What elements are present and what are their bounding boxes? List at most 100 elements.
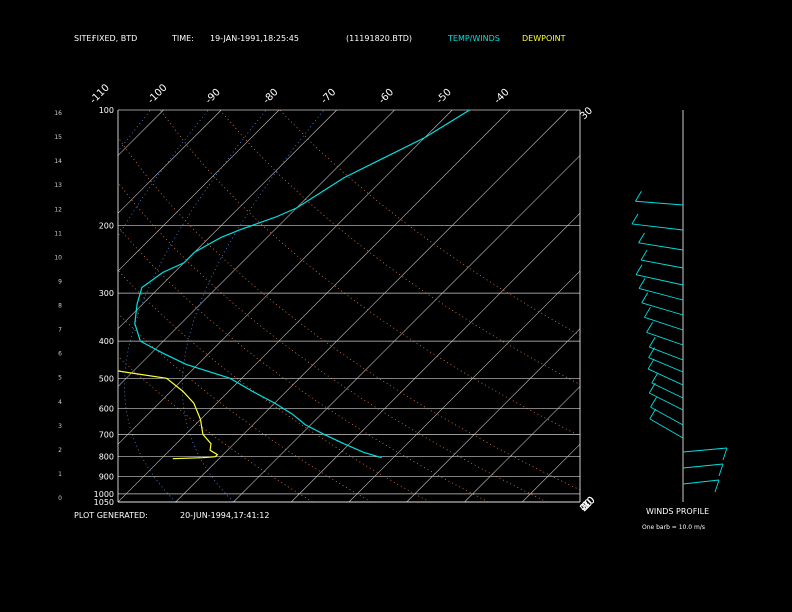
isotherm-line — [118, 110, 222, 214]
mixing-ratio-line — [124, 110, 267, 502]
dry-adiabat — [118, 181, 547, 502]
isotherm-line — [118, 110, 280, 272]
isotherm-line — [0, 110, 106, 502]
wind-barb-staff — [682, 447, 728, 453]
time-value: 19-JAN-1991,18:25:45 — [210, 34, 299, 43]
wind-barb-staff — [641, 302, 684, 316]
isotherm-top-label: -60 — [377, 87, 396, 106]
height-tick-label: 9 — [58, 278, 62, 285]
wind-barb-flag — [649, 408, 657, 420]
pressure-tick-label: 1050 — [94, 498, 114, 507]
mixing-ratio-line — [0, 110, 93, 502]
height-tick-label: 3 — [58, 423, 62, 430]
wind-barb-staff — [682, 463, 724, 469]
wind-barb-flag — [718, 463, 724, 477]
height-tick-label: 11 — [54, 230, 62, 237]
wind-barb-staff — [638, 242, 684, 251]
isotherm-top-label: -50 — [435, 87, 454, 106]
height-tick-label: 5 — [58, 375, 62, 382]
axis-labels: 1002003004005006007008009001000105001234… — [54, 82, 597, 514]
isotherm-line — [406, 328, 580, 502]
height-tick-label: 14 — [54, 158, 62, 165]
wind-barb-staff — [635, 200, 684, 206]
site-label: SITE: — [74, 34, 94, 43]
dry-adiabat — [159, 110, 580, 437]
isotherm-top-label: -90 — [204, 87, 223, 106]
temperature-trace — [134, 110, 470, 459]
wind-barb-flag — [644, 307, 651, 318]
wind-barb-flag — [640, 249, 648, 261]
wind-barb-flag — [647, 358, 655, 370]
wind-barb-staff — [682, 479, 720, 485]
wind-barb-flag — [646, 322, 654, 333]
isotherm-right-label: 30 — [578, 105, 595, 122]
file-id: (11191820.BTD) — [346, 34, 412, 43]
isotherm-top-label: -80 — [261, 87, 280, 106]
wind-barb-staff — [649, 346, 684, 361]
wind-barb-flag — [648, 336, 656, 348]
height-tick-label: 13 — [54, 182, 62, 189]
isotherm-line — [118, 110, 337, 330]
isotherm-top-label: -100 — [146, 82, 170, 106]
time-label: TIME: — [171, 34, 194, 43]
isotherm-line — [175, 110, 568, 502]
dry-adiabat — [279, 110, 580, 336]
dry-adiabat — [118, 136, 580, 491]
height-tick-label: 7 — [58, 327, 62, 334]
pressure-tick-label: 200 — [99, 222, 114, 231]
winds-profile-label: WINDS PROFILE — [646, 507, 709, 516]
wind-barb-flag — [648, 382, 656, 394]
wind-barb-flag — [722, 447, 728, 461]
height-tick-label: 0 — [58, 495, 62, 502]
wind-barb-flag — [648, 347, 655, 358]
pressure-tick-label: 100 — [99, 106, 114, 115]
isotherm-top-label: -110 — [88, 82, 112, 106]
sounding-traces — [118, 110, 470, 460]
wind-barb-staff — [647, 368, 684, 386]
pressure-tick-label: 600 — [99, 405, 114, 414]
diagram-grid — [0, 110, 580, 502]
winds-profile-panel — [631, 110, 728, 502]
plot-generated-value: 20-JUN-1994,17:41:12 — [180, 511, 269, 520]
legend-dewpoint: DEWPOINT — [522, 34, 566, 43]
pressure-tick-label: 900 — [99, 472, 114, 481]
wind-barb-staff — [649, 418, 684, 439]
wind-barb-staff — [635, 274, 684, 286]
wind-barb-staff — [646, 331, 684, 346]
height-tick-label: 1 — [58, 471, 62, 478]
mixing-ratio-line — [118, 110, 209, 502]
wind-barb-staff — [640, 259, 684, 269]
wind-barb-flag — [714, 479, 720, 493]
isotherm-top-label: -40 — [492, 87, 511, 106]
height-tick-label: 15 — [54, 134, 62, 141]
dewpoint-trace — [118, 370, 219, 460]
site-value: FIXED, BTD — [92, 34, 137, 43]
height-tick-label: 16 — [54, 110, 62, 117]
pressure-tick-label: 300 — [99, 289, 114, 298]
isotherm-top-label: -70 — [319, 87, 338, 106]
height-tick-label: 6 — [58, 351, 62, 358]
isotherm-line — [522, 443, 580, 502]
isotherm-line — [348, 270, 580, 502]
wind-barb-flag — [638, 232, 645, 244]
wind-barb-staff — [644, 316, 684, 331]
isotherm-line — [464, 386, 580, 502]
height-tick-label: 12 — [54, 206, 62, 213]
wind-barb-staff — [638, 287, 684, 301]
isotherm-line — [0, 110, 48, 502]
isotherm-line — [118, 110, 164, 156]
dry-adiabat — [219, 110, 580, 385]
legend-temp-winds: TEMP/WINDS — [447, 34, 500, 43]
pressure-tick-label: 1000 — [94, 490, 114, 499]
wind-barb-staff — [650, 406, 684, 426]
wind-barb-flag — [651, 372, 659, 384]
wind-barb-flag — [631, 213, 639, 225]
wind-barb-staff — [649, 392, 684, 411]
dry-adiabat — [118, 312, 372, 502]
wind-barb-flag — [641, 292, 649, 304]
pressure-tick-label: 700 — [99, 430, 114, 439]
isotherm-line — [118, 110, 511, 502]
wind-barb-flag — [638, 278, 646, 289]
height-tick-label: 4 — [58, 399, 62, 406]
